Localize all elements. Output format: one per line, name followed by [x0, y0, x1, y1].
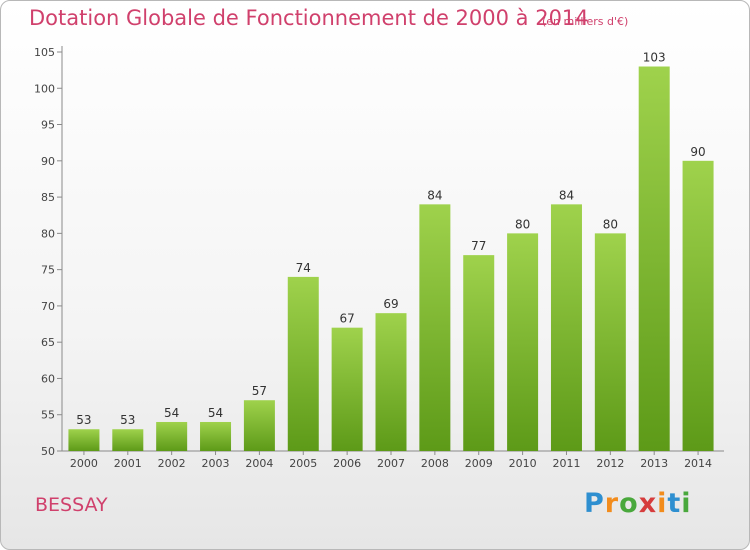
data-label: 77 — [471, 239, 486, 253]
bar-2003 — [200, 421, 232, 451]
data-label: 84 — [427, 188, 442, 202]
bar-2005 — [287, 276, 319, 451]
data-label: 80 — [603, 217, 618, 231]
bar-2000 — [68, 429, 100, 451]
data-label: 103 — [643, 51, 666, 65]
x-tick-label: 2008 — [421, 457, 449, 470]
x-tick-label: 2013 — [640, 457, 668, 470]
x-tick-label: 2007 — [377, 457, 405, 470]
bar-2009 — [463, 255, 495, 451]
data-label: 54 — [164, 406, 179, 420]
bar-2012 — [594, 233, 626, 451]
data-label: 53 — [76, 413, 91, 427]
data-label: 90 — [690, 145, 705, 159]
data-label: 84 — [559, 188, 574, 202]
y-tick-label: 55 — [41, 409, 55, 422]
bar-2007 — [375, 313, 407, 451]
y-tick-label: 65 — [41, 336, 55, 349]
x-tick-label: 2011 — [552, 457, 580, 470]
x-tick-label: 2010 — [509, 457, 537, 470]
x-tick-label: 2002 — [158, 457, 186, 470]
chart-title: Dotation Globale de Fonctionnement de 20… — [29, 6, 589, 30]
x-tick-label: 2006 — [333, 457, 361, 470]
location-label: BESSAY — [35, 494, 108, 516]
proxiti-logo: Proxiti — [584, 488, 692, 519]
bar-2002 — [156, 421, 188, 451]
bar-2014 — [682, 160, 714, 451]
x-tick-label: 2001 — [114, 457, 142, 470]
y-tick-label: 105 — [34, 46, 55, 59]
y-tick-label: 95 — [41, 119, 55, 132]
y-tick-label: 80 — [41, 227, 55, 240]
y-tick-label: 50 — [41, 445, 55, 458]
y-tick-label: 70 — [41, 300, 55, 313]
data-label: 69 — [383, 297, 398, 311]
x-tick-label: 2012 — [596, 457, 624, 470]
data-label: 57 — [252, 384, 267, 398]
data-label: 54 — [208, 406, 223, 420]
chart-unit-note: (en milliers d'€) — [542, 15, 629, 28]
x-tick-label: 2003 — [202, 457, 230, 470]
y-tick-label: 75 — [41, 264, 55, 277]
bar-2013 — [638, 66, 670, 451]
bar-2010 — [507, 233, 539, 451]
y-tick-label: 100 — [34, 82, 55, 95]
data-label: 67 — [339, 312, 354, 326]
x-tick-label: 2009 — [465, 457, 493, 470]
x-tick-label: 2005 — [289, 457, 317, 470]
data-label: 74 — [296, 261, 311, 275]
y-tick-label: 90 — [41, 155, 55, 168]
x-tick-label: 2000 — [70, 457, 98, 470]
x-tick-label: 2004 — [245, 457, 273, 470]
y-tick-label: 60 — [41, 372, 55, 385]
y-tick-label: 85 — [41, 191, 55, 204]
bar-2006 — [331, 327, 363, 451]
bar-2008 — [419, 204, 451, 451]
data-label: 80 — [515, 217, 530, 231]
bar-2001 — [112, 429, 144, 451]
bar-2011 — [550, 204, 582, 451]
data-label: 53 — [120, 413, 135, 427]
x-tick-label: 2014 — [684, 457, 712, 470]
bar-2004 — [243, 400, 275, 451]
